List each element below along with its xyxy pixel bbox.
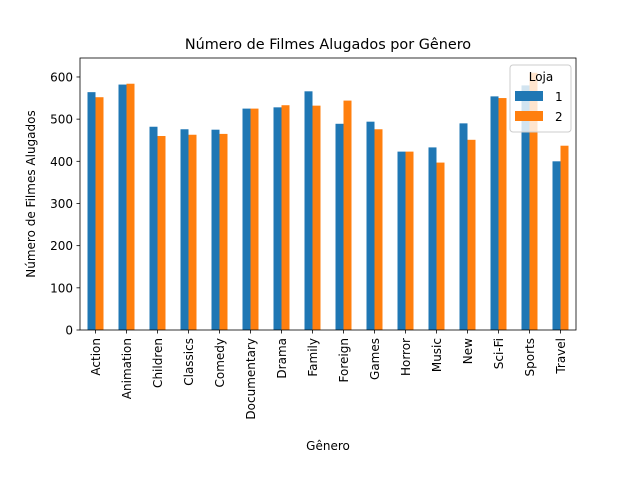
y-tick-label: 500 <box>50 113 73 127</box>
legend-title: Loja <box>529 70 554 84</box>
x-tick-label-new: New <box>461 338 475 364</box>
y-axis-label: Número de Filmes Alugados <box>24 110 38 277</box>
bar-travel-loja-2 <box>560 145 569 330</box>
bar-games-loja-2 <box>374 129 383 330</box>
bar-foreign-loja-1 <box>335 123 344 331</box>
bar-animation-loja-1 <box>118 84 127 330</box>
plot-frame <box>79 57 577 331</box>
legend-swatch-loja-1 <box>515 91 543 101</box>
bar-new-loja-1 <box>459 123 468 330</box>
bar-games-loja-1 <box>366 121 375 330</box>
bar-classics-loja-2 <box>188 134 197 330</box>
bar-family-loja-2 <box>312 105 321 330</box>
x-tick-label-games: Games <box>368 338 382 380</box>
x-tick-label-children: Children <box>151 338 165 388</box>
bar-foreign-loja-2 <box>343 100 352 330</box>
bar-comedy-loja-1 <box>211 129 220 330</box>
legend: Loja 1 2 <box>509 64 572 133</box>
bar-comedy-loja-2 <box>219 133 228 330</box>
x-tick-label-documentary: Documentary <box>244 338 258 420</box>
bar-sports-loja-1 <box>521 85 530 330</box>
bar-family-loja-1 <box>304 91 313 330</box>
x-tick-label-travel: Travel <box>554 338 568 375</box>
bar-travel-loja-1 <box>552 161 561 330</box>
bar-drama-loja-2 <box>281 105 290 330</box>
bar-children-loja-2 <box>157 136 166 330</box>
y-tick-label: 400 <box>50 155 73 169</box>
bar-documentary-loja-2 <box>250 108 259 331</box>
x-tick-label-sports: Sports <box>523 338 537 376</box>
bar-sci-fi-loja-1 <box>490 96 499 331</box>
y-tick-label: 300 <box>50 197 73 211</box>
bar-music-loja-1 <box>428 147 437 330</box>
bar-drama-loja-1 <box>273 107 282 330</box>
y-tick-label: 600 <box>50 70 73 84</box>
x-tick-label-family: Family <box>306 338 320 377</box>
y-tick-label: 0 <box>65 324 73 338</box>
bar-sci-fi-loja-2 <box>498 98 507 330</box>
legend-swatch-loja-2 <box>515 111 543 121</box>
bar-documentary-loja-1 <box>242 108 251 331</box>
x-tick-label-sci-fi: Sci-Fi <box>492 338 506 369</box>
bar-new-loja-2 <box>467 139 476 330</box>
legend-label-loja-2: 2 <box>555 110 563 124</box>
bar-action-loja-2 <box>95 97 104 331</box>
y-axis: 0 100 200 300 400 500 600 <box>50 70 80 338</box>
bar-animation-loja-2 <box>126 83 135 330</box>
bar-horror-loja-1 <box>397 151 406 330</box>
x-tick-label-music: Music <box>430 338 444 372</box>
bar-classics-loja-1 <box>180 129 189 330</box>
x-axis: Action Animation Children Classics Comedy Doc… <box>89 330 568 420</box>
bars-group <box>87 72 569 331</box>
x-tick-label-action: Action <box>89 338 103 376</box>
x-tick-label-horror: Horror <box>399 338 413 376</box>
legend-label-loja-1: 1 <box>555 90 563 104</box>
bar-horror-loja-2 <box>405 151 414 330</box>
x-axis-label: Gênero <box>306 439 350 453</box>
x-tick-label-drama: Drama <box>275 338 289 379</box>
bar-children-loja-1 <box>149 126 158 331</box>
x-tick-label-classics: Classics <box>182 338 196 386</box>
x-tick-label-foreign: Foreign <box>337 338 351 382</box>
chart-title: Número de Filmes Alugados por Gênero <box>185 37 471 53</box>
bar-sports-loja-2 <box>529 72 538 330</box>
y-tick-label: 100 <box>50 281 73 295</box>
x-tick-label-comedy: Comedy <box>213 338 227 388</box>
x-tick-label-animation: Animation <box>120 338 134 399</box>
bar-music-loja-2 <box>436 162 445 330</box>
y-tick-label: 200 <box>50 239 73 253</box>
bar-action-loja-1 <box>87 92 96 330</box>
